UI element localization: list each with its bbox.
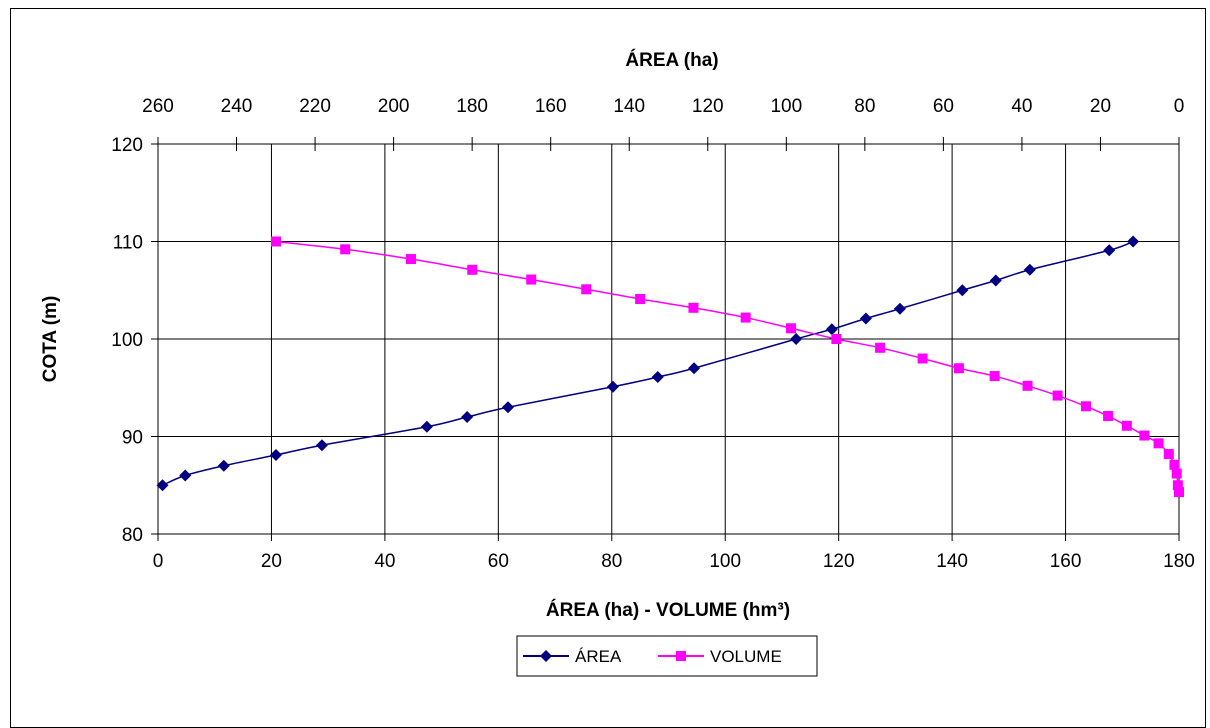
y-axis-title: COTA (m) [40,296,61,383]
bottom-axis: 0 20 40 60 80 100 120 140 160 180 [153,534,1195,572]
data-point [1139,430,1150,441]
data-point [917,353,928,364]
legend-volume-marker [676,651,686,661]
data-point [956,284,969,297]
chart: 260 240 220 200 180 160 140 120 100 80 60 40 20 0 0 20… [40,49,1195,677]
grid [158,144,1179,534]
x2-tick-label: 0 [1174,96,1185,117]
x2-tick-label: 220 [299,96,331,117]
data-point [270,236,281,247]
series-layer [156,235,1184,498]
data-point [340,244,351,255]
data-point [405,254,416,265]
x2-tick-label: 140 [613,96,645,117]
legend-area-marker [540,650,552,662]
data-point [1103,244,1116,257]
x-tick-label: 0 [153,551,164,572]
data-point [606,380,619,393]
data-point [1174,487,1184,498]
data-point [831,334,842,344]
y-tick-label: 100 [111,330,143,351]
data-point [635,294,646,305]
data-point [651,371,664,384]
y-tick-label: 120 [111,135,143,156]
data-point [461,411,474,423]
data-point [989,371,1000,382]
data-point [1169,459,1180,470]
data-point [269,449,282,462]
x-tick-label: 140 [936,551,968,572]
data-point [581,284,592,295]
data-point [893,302,906,315]
x-tick-label: 180 [1163,551,1195,572]
data-point [688,302,699,313]
data-point [156,479,169,492]
data-point [989,274,1002,287]
legend-area-label: ÁREA [575,647,622,666]
x2-tick-label: 100 [770,96,802,117]
y-tick-label: 90 [122,428,143,449]
data-point [1171,468,1182,479]
data-point [420,420,433,433]
data-point [825,323,838,336]
data-point [953,363,964,374]
data-point [1163,449,1174,460]
data-point [1052,390,1063,401]
top-axis: 260 240 220 200 180 160 140 120 100 80 60 40 20 0 [142,96,1184,151]
data-point [859,312,872,325]
data-point [1127,235,1140,248]
x2-tick-label: 20 [1090,96,1111,117]
data-point [688,362,701,375]
data-point [217,459,230,472]
data-point [1103,411,1114,422]
data-point [875,342,886,353]
x2-tick-label: 260 [142,96,174,117]
data-point [740,312,751,323]
data-point [501,401,514,414]
data-point [786,323,797,334]
x2-tick-label: 40 [1011,96,1032,117]
data-point [1023,263,1036,276]
data-point [1172,480,1183,491]
x-tick-label: 20 [261,551,282,572]
x-axis-title: ÁREA (ha) - VOLUME (hm³) [546,599,790,621]
data-point [790,333,803,345]
data-point [315,439,328,452]
x-tick-label: 120 [823,551,855,572]
y-tick-label: 80 [122,525,143,546]
x-tick-label: 160 [1050,551,1082,572]
left-axis: 80 90 100 110 120 [111,135,158,546]
x-tick-label: 100 [709,551,741,572]
x-tick-label: 60 [488,551,509,572]
x2-tick-label: 160 [535,96,567,117]
y-tick-label: 110 [113,233,143,254]
x2-axis-title: ÁREA (ha) [625,49,718,71]
x2-tick-label: 180 [456,96,488,117]
data-point [467,264,478,275]
x2-tick-label: 120 [692,96,724,117]
x2-tick-label: 60 [933,96,954,117]
legend-volume-label: VOLUME [710,647,782,666]
x-tick-label: 80 [601,551,622,572]
x-tick-label: 40 [374,551,395,572]
legend: ÁREA VOLUME [516,635,818,677]
x2-tick-label: 80 [854,96,875,117]
data-point [1022,380,1033,391]
x2-tick-label: 240 [221,96,253,117]
data-point [526,274,537,285]
data-point [1121,420,1132,431]
data-point [1153,438,1164,449]
data-point [1080,401,1091,412]
x2-tick-label: 200 [378,96,410,117]
data-point [179,469,192,482]
